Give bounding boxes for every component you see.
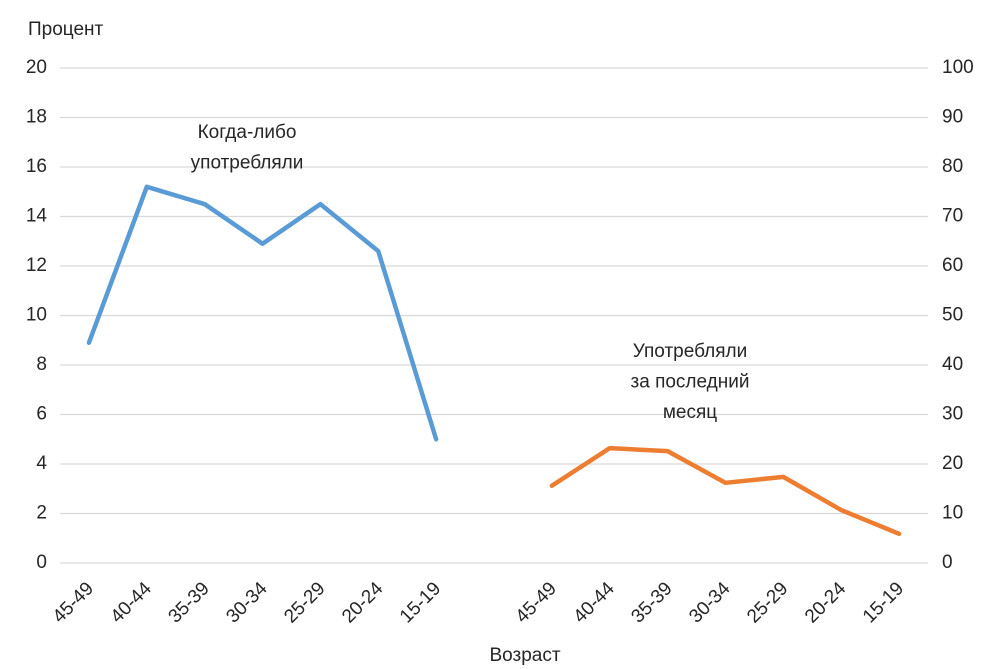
x-tick-label: 40-44 (107, 578, 157, 628)
series-line (549, 445, 902, 537)
y-tick-label: 20 (26, 57, 47, 78)
y-tick-label: 2 (36, 503, 47, 524)
x-tick-label: 45-49 (512, 578, 561, 627)
x-axis-label: Возраст (489, 645, 560, 666)
x-tick-label: 30-34 (685, 578, 735, 628)
x-tick-label: 20-24 (338, 578, 388, 628)
y2-tick-label: 70 (942, 206, 963, 227)
y-tick-label: 14 (26, 206, 48, 227)
annotation: Употребляли (633, 341, 747, 362)
annotation: за последний (631, 372, 750, 393)
x-tick-label: 35-39 (627, 578, 676, 627)
y2-tick-label: 50 (942, 305, 963, 326)
x-tick-label: 30-34 (222, 578, 272, 628)
y-tick-label: 6 (36, 404, 47, 425)
y2-tick-label: 80 (942, 156, 963, 177)
x-tick-label: 25-29 (280, 578, 329, 627)
y-tick-label: 4 (36, 453, 47, 474)
x-tick-label: 20-24 (801, 578, 851, 628)
y-axis-label: Процент (28, 19, 104, 40)
y-tick-label: 10 (26, 305, 47, 326)
x-tick-label: 35-39 (165, 578, 214, 627)
x-tick-label: 45-49 (49, 578, 98, 627)
y2-tick-label: 30 (942, 404, 963, 425)
annotation: месяц (663, 402, 717, 423)
x-tick-label: 25-29 (743, 578, 792, 627)
y2-tick-label: 20 (942, 453, 963, 474)
y2-tick-label: 10 (942, 503, 963, 524)
y2-tick-label: 100 (942, 57, 974, 78)
y2-tick-label: 40 (942, 354, 963, 375)
x-tick-label: 15-19 (396, 578, 445, 627)
y2-tick-label: 60 (942, 255, 963, 276)
series-line (86, 184, 439, 442)
x-tick-label: 40-44 (570, 578, 620, 628)
y-tick-label: 0 (36, 552, 47, 573)
annotation: Когда-либо (198, 122, 297, 143)
y-tick-label: 16 (26, 156, 47, 177)
y-tick-label: 18 (26, 107, 47, 128)
x-tick-label: 15-19 (859, 578, 908, 627)
annotation: употребляли (191, 153, 304, 174)
y2-tick-label: 90 (942, 107, 963, 128)
y-tick-label: 12 (26, 255, 47, 276)
y2-tick-label: 0 (942, 552, 953, 573)
y-tick-label: 8 (36, 354, 47, 375)
